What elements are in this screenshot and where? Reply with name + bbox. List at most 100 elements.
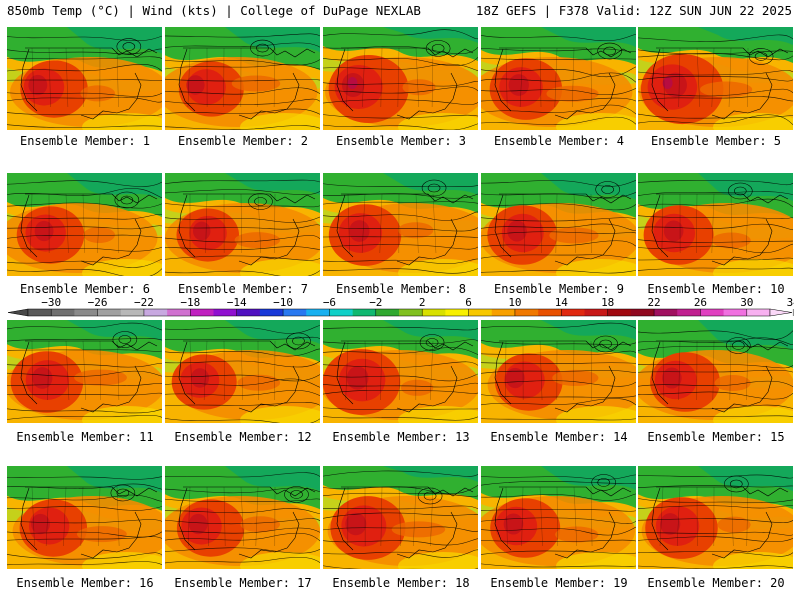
ensemble-member-map	[638, 27, 793, 130]
ensemble-member-map	[323, 466, 478, 569]
temperature-field	[165, 173, 320, 276]
ensemble-member-label: Ensemble Member: 2	[177, 134, 309, 148]
colorbar-tick-label: −10	[273, 297, 293, 309]
colorbar-swatch	[677, 309, 701, 316]
ensemble-member-label: Ensemble Member: 14	[490, 430, 628, 444]
temperature-field	[7, 466, 162, 569]
colorbar-swatch	[746, 309, 771, 316]
colorbar-swatch	[120, 309, 145, 316]
colorbar-swatch	[399, 309, 423, 316]
colorbar-swatch	[97, 309, 122, 316]
ensemble-member-map	[638, 320, 793, 423]
temperature-field	[7, 27, 162, 130]
temperature-field	[638, 320, 793, 423]
colorbar-swatch	[259, 309, 284, 316]
ensemble-member-map	[7, 466, 162, 569]
ensemble-member-label: Ensemble Member: 11	[16, 430, 154, 444]
colorbar-tick-label: −22	[134, 297, 154, 309]
colorbar-swatch	[306, 309, 330, 316]
colorbar-tick-label: −2	[369, 297, 382, 309]
colorbar-swatch	[700, 309, 724, 316]
temperature-field	[323, 466, 478, 569]
temperature-field	[7, 173, 162, 276]
colorbar-tick-label: 14	[555, 297, 569, 309]
temperature-field	[638, 466, 793, 569]
colorbar-tick-label: 18	[601, 297, 614, 309]
temperature-field	[7, 320, 162, 423]
ensemble-member-map	[165, 173, 320, 276]
ensemble-member-label: Ensemble Member: 13	[332, 430, 470, 444]
colorbar-swatch	[422, 309, 446, 316]
colorbar-swatch	[213, 309, 237, 316]
ensemble-member-label: Ensemble Member: 1	[19, 134, 151, 148]
colorbar-swatch	[654, 309, 678, 316]
ensemble-member-map	[7, 173, 162, 276]
colorbar-tick-label: 26	[694, 297, 707, 309]
colorbar-low-arrow	[7, 308, 29, 317]
colorbar-tick-label: −14	[227, 297, 247, 309]
colorbar-swatch	[584, 309, 608, 316]
ensemble-member-label: Ensemble Member: 16	[16, 576, 154, 590]
colorbar-swatch	[51, 309, 75, 316]
colorbar-swatch	[538, 309, 562, 316]
colorbar-tick-label: −18	[180, 297, 200, 309]
temperature-field	[323, 173, 478, 276]
ensemble-member-map	[323, 27, 478, 130]
ensemble-member-label: Ensemble Member: 8	[335, 282, 467, 296]
ensemble-member-map	[638, 173, 793, 276]
colorbar-swatch	[561, 309, 585, 316]
colorbar-swatch	[514, 309, 539, 316]
temperature-field	[323, 27, 478, 130]
colorbar-swatch	[74, 309, 98, 316]
colorbar-tick-label: −30	[41, 297, 61, 309]
ensemble-member-map	[7, 320, 162, 423]
ensemble-member-label: Ensemble Member: 15	[647, 430, 785, 444]
colorbar-swatch	[723, 309, 748, 316]
temperature-field	[481, 173, 636, 276]
colorbar-tick-label: 22	[647, 297, 660, 309]
temperature-colorbar: −30−26−22−18−14−10−6−2261014182226303438…	[7, 297, 794, 317]
ensemble-member-label: Ensemble Member: 5	[650, 134, 782, 148]
colorbar-swatch	[190, 309, 214, 316]
colorbar-swatch	[375, 309, 400, 316]
ensemble-member-label: Ensemble Member: 12	[174, 430, 312, 444]
ensemble-member-label: Ensemble Member: 17	[174, 576, 312, 590]
ensemble-member-map	[481, 466, 636, 569]
colorbar-swatch	[630, 309, 655, 316]
temperature-field	[165, 27, 320, 130]
colorbar-tick-label: 34	[787, 297, 794, 309]
colorbar-swatch	[143, 309, 168, 316]
ensemble-member-map	[481, 173, 636, 276]
colorbar-tick-label: −26	[88, 297, 108, 309]
colorbar-tick-label: 10	[508, 297, 521, 309]
temperature-field	[323, 320, 478, 423]
colorbar-tick-label: 2	[419, 297, 426, 309]
ensemble-member-map	[165, 320, 320, 423]
ensemble-member-map	[323, 173, 478, 276]
ensemble-member-label: Ensemble Member: 4	[493, 134, 625, 148]
colorbar-swatch	[607, 309, 632, 316]
ensemble-member-map	[323, 320, 478, 423]
map-title: 850mb Temp (°C) | Wind (kts) | College o…	[7, 3, 421, 18]
temperature-field	[481, 466, 636, 569]
temperature-field	[481, 320, 636, 423]
ensemble-member-label: Ensemble Member: 19	[490, 576, 628, 590]
ensemble-member-map	[165, 27, 320, 130]
colorbar-swatch	[283, 309, 307, 316]
ensemble-member-map	[481, 320, 636, 423]
colorbar-swatch	[236, 309, 261, 316]
colorbar-swatch	[28, 309, 52, 316]
ensemble-member-label: Ensemble Member: 18	[332, 576, 470, 590]
temperature-field	[165, 320, 320, 423]
ensemble-member-map	[638, 466, 793, 569]
colorbar-swatch	[468, 309, 493, 316]
ensemble-member-label: Ensemble Member: 10	[647, 282, 785, 296]
temperature-field	[165, 466, 320, 569]
colorbar-high-arrow	[769, 308, 793, 317]
ensemble-member-label: Ensemble Member: 7	[177, 282, 309, 296]
ensemble-member-map	[165, 466, 320, 569]
temperature-field	[638, 27, 793, 130]
ensemble-member-label: Ensemble Member: 6	[19, 282, 151, 296]
ensemble-member-map	[7, 27, 162, 130]
temperature-field	[638, 173, 793, 276]
